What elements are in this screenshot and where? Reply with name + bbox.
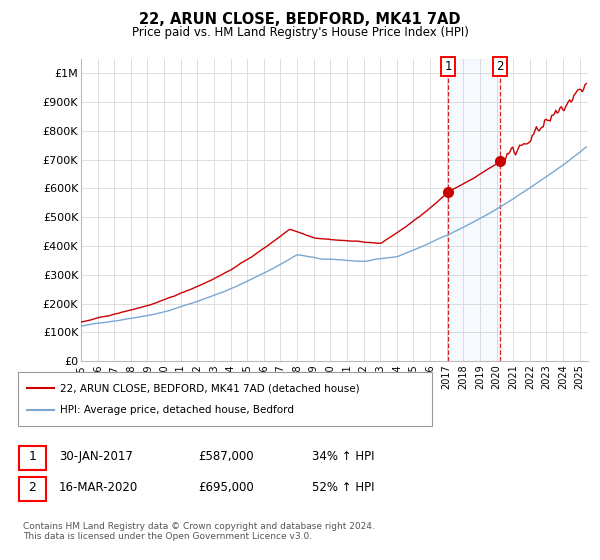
Text: Price paid vs. HM Land Registry's House Price Index (HPI): Price paid vs. HM Land Registry's House … <box>131 26 469 39</box>
Text: 30-JAN-2017: 30-JAN-2017 <box>59 450 133 463</box>
Text: £587,000: £587,000 <box>198 450 254 463</box>
Text: 16-MAR-2020: 16-MAR-2020 <box>59 480 138 494</box>
Text: HPI: Average price, detached house, Bedford: HPI: Average price, detached house, Bedf… <box>60 405 294 415</box>
Text: 2: 2 <box>496 60 504 73</box>
Bar <box>448 59 500 361</box>
Text: 1: 1 <box>444 60 452 73</box>
Text: £695,000: £695,000 <box>198 480 254 494</box>
Text: 22, ARUN CLOSE, BEDFORD, MK41 7AD: 22, ARUN CLOSE, BEDFORD, MK41 7AD <box>139 12 461 27</box>
Text: 34% ↑ HPI: 34% ↑ HPI <box>312 450 374 463</box>
Text: Contains HM Land Registry data © Crown copyright and database right 2024.
This d: Contains HM Land Registry data © Crown c… <box>23 522 374 542</box>
Text: 1: 1 <box>28 450 37 463</box>
Text: 52% ↑ HPI: 52% ↑ HPI <box>312 480 374 494</box>
Text: 22, ARUN CLOSE, BEDFORD, MK41 7AD (detached house): 22, ARUN CLOSE, BEDFORD, MK41 7AD (detac… <box>60 383 359 393</box>
Text: 2: 2 <box>28 480 37 494</box>
